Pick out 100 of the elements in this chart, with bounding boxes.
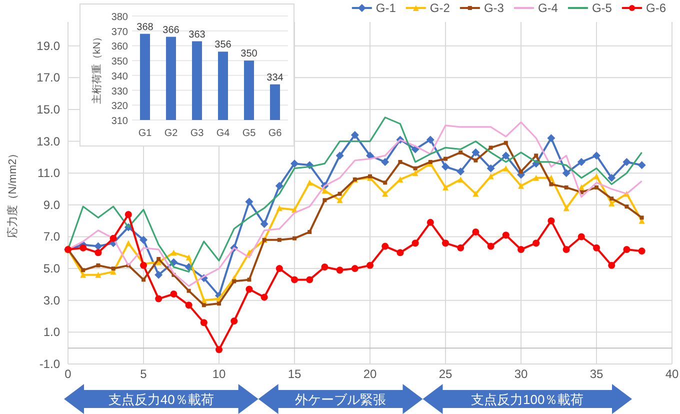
data-label: 350 [240,48,258,60]
point [532,240,540,247]
point [277,238,282,242]
point [155,295,162,302]
point [336,266,344,274]
legend-label: G-1 [376,1,396,15]
point [125,240,132,246]
point [457,244,464,252]
point [170,290,178,298]
point [474,158,478,162]
y-tick-label: 1.0 [43,325,60,340]
point [549,182,554,186]
point [608,200,615,206]
y-tick-label: 17.0 [36,70,60,85]
point [533,174,540,181]
point [321,263,328,270]
legend-label: G-5 [592,1,612,15]
x-tick-label: 25 [438,367,452,381]
point [593,244,600,252]
y-tick-label: 13.0 [36,134,60,148]
y-tick-label: 19.0 [36,38,60,53]
point [442,162,450,171]
point [140,236,148,244]
x-tick-label: 15 [288,367,302,381]
point [95,272,102,278]
point [426,136,434,144]
point [260,294,268,301]
point [442,240,449,247]
point [426,218,434,226]
point [486,164,495,172]
point [186,254,192,260]
point [564,185,568,190]
y-tick-label: 7.0 [43,230,60,244]
y-tick-label: 5.0 [43,262,60,276]
legend-label: G-3 [484,1,504,15]
point [381,158,390,166]
point [412,170,418,176]
y-axis-title: 主桁荷重（kN） [91,32,103,104]
point [534,154,538,158]
point [608,174,616,182]
x-tick-label: G5 [242,128,256,139]
point [548,217,555,224]
point [80,272,86,278]
point [154,270,163,279]
text: 支点反力100％載荷 [471,392,584,407]
point [382,242,389,250]
point [336,152,344,160]
point [291,276,298,284]
point [368,174,372,178]
point [308,230,312,234]
point [170,250,177,256]
point [623,246,630,253]
point [562,246,570,253]
legend-label: G-2 [430,1,450,15]
point [351,265,358,272]
point [563,205,570,212]
x-tick-label: G3 [190,128,204,139]
y-tick-label: 360 [111,42,128,53]
point [502,152,510,160]
data-label: 334 [266,72,284,84]
point [336,197,343,204]
point [275,182,284,190]
y-tick-label: 340 [111,71,128,82]
point [216,346,222,354]
point [518,182,524,189]
point [610,196,614,201]
y-tick-label: 15.0 [36,102,60,116]
point [547,134,556,142]
point [292,236,296,240]
point [276,265,283,272]
point [276,205,282,212]
y-tick-label: 11.0 [38,166,60,180]
point [232,279,236,284]
point [186,288,191,293]
point [96,263,100,268]
point [306,180,313,186]
point [442,184,448,190]
point [142,278,146,282]
point [472,148,480,156]
point [638,161,646,170]
point [111,266,116,271]
point [217,302,221,306]
y-tick-label: 9.0 [43,198,60,212]
point [458,150,463,154]
y-tick-label: 370 [111,26,128,38]
data-label: 368 [136,22,154,33]
point [412,240,419,247]
point [306,276,314,284]
text: 支点反力40％載荷 [108,392,214,407]
data-label: 363 [188,29,206,40]
x-tick-label: G1 [138,128,152,139]
point [202,303,206,308]
point [260,220,268,228]
point [110,234,117,242]
point [245,198,254,206]
point [428,160,432,164]
point [594,173,600,180]
point [502,232,510,239]
x-tick-label: G2 [164,128,178,139]
point [592,152,600,160]
